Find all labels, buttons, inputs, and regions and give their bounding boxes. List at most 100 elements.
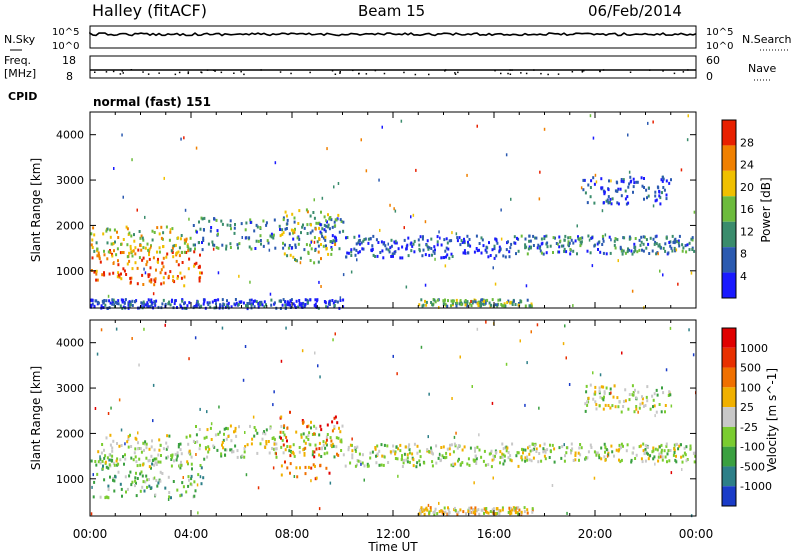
echo-cell: [280, 473, 283, 477]
echo-cell: [90, 305, 93, 309]
echo-cell: [635, 453, 638, 457]
echo-cell: [358, 234, 361, 238]
echo-cell: [222, 446, 225, 450]
echo-cell: [564, 234, 567, 238]
echo-cell: [324, 441, 327, 445]
echo-cell: [485, 250, 488, 254]
echo-cell: [108, 299, 111, 303]
echo-cell: [233, 231, 236, 235]
echo-cell: [183, 238, 186, 242]
echo-cell: [664, 249, 667, 253]
echo-cell: [645, 246, 648, 250]
echo-cell: [435, 444, 438, 448]
echo-cell: [124, 475, 127, 479]
echo-cell: [627, 407, 630, 411]
echo-cell: [599, 395, 602, 399]
echo-cell: [240, 300, 243, 304]
echo-cell: [153, 448, 156, 452]
echo-noise: [144, 271, 147, 275]
echo-noise: [420, 345, 423, 349]
echo-cell: [524, 237, 527, 241]
echo-cell: [530, 304, 533, 308]
echo-cell: [660, 443, 663, 447]
colorbar-segment: [722, 367, 736, 388]
echo-cell: [209, 229, 212, 233]
echo-cell: [371, 248, 374, 252]
echo-cell: [585, 390, 588, 394]
echo-cell: [666, 460, 668, 464]
echo-cell: [99, 260, 102, 264]
echo-cell: [440, 243, 443, 247]
freq-label: Freq.: [4, 54, 31, 67]
echo-noise: [471, 385, 473, 388]
echo-cell: [297, 305, 300, 309]
echo-cell: [455, 304, 458, 308]
echo-cell: [165, 225, 168, 229]
echo-cell: [593, 182, 596, 186]
echo-cell: [190, 455, 193, 459]
echo-cell: [306, 301, 309, 305]
echo-cell: [453, 442, 456, 446]
echo-cell: [361, 461, 364, 465]
echo-cell: [224, 305, 227, 309]
echo-cell: [408, 448, 411, 451]
echo-cell: [138, 256, 141, 260]
echo-cell: [213, 217, 215, 221]
echo-cell: [119, 304, 122, 308]
echo-cell: [168, 434, 171, 438]
echo-cell: [572, 249, 575, 253]
echo-noise: [686, 138, 689, 142]
echo-cell: [622, 405, 625, 408]
echo-cell: [570, 451, 572, 455]
echo-cell: [117, 273, 120, 277]
echo-cell: [587, 396, 590, 400]
echo-cell: [101, 443, 104, 446]
echo-cell: [424, 507, 427, 511]
nsky-panel: [89, 25, 697, 49]
echo-cell: [446, 447, 449, 451]
echo-cell: [109, 475, 111, 479]
echo-cell: [532, 456, 535, 460]
echo-cell: [190, 462, 193, 466]
echo-cell: [306, 298, 309, 302]
echo-cell: [145, 446, 148, 450]
echo-cell: [611, 450, 614, 454]
echo-cell: [334, 240, 337, 243]
echo-cell: [647, 242, 650, 246]
echo-cell: [259, 226, 262, 229]
nave-dot: [500, 72, 502, 75]
echo-cell: [657, 455, 660, 459]
echo-cell: [199, 227, 202, 231]
echo-cell: [145, 303, 147, 307]
echo-cell: [267, 241, 270, 245]
echo-cell: [282, 443, 285, 447]
echo-cell: [570, 238, 573, 242]
echo-cell: [458, 236, 461, 240]
echo-cell: [540, 459, 543, 463]
echo-cell: [162, 298, 165, 302]
echo-cell: [662, 246, 665, 250]
echo-cell: [623, 399, 625, 403]
echo-noise: [491, 401, 494, 405]
echo-cell: [506, 446, 509, 450]
echo-cell: [478, 242, 481, 245]
echo-cell: [147, 305, 150, 309]
echo-cell: [654, 240, 657, 244]
echo-cell: [110, 242, 113, 246]
echo-cell: [607, 201, 610, 205]
echo-cell: [147, 459, 150, 463]
echo-noise: [113, 261, 115, 265]
echo-cell: [480, 236, 483, 240]
echo-cell: [627, 201, 630, 205]
time-tick-label: 00:00: [679, 527, 714, 541]
echo-cell: [307, 424, 310, 428]
echo-cell: [111, 454, 114, 458]
echo-cell: [150, 298, 153, 302]
echo-cell: [433, 245, 436, 249]
echo-cell: [309, 298, 312, 302]
echo-cell: [517, 451, 520, 455]
echo-cell: [641, 397, 644, 401]
echo-cell: [691, 238, 694, 242]
echo-cell: [407, 254, 410, 258]
echo-cell: [111, 254, 114, 258]
